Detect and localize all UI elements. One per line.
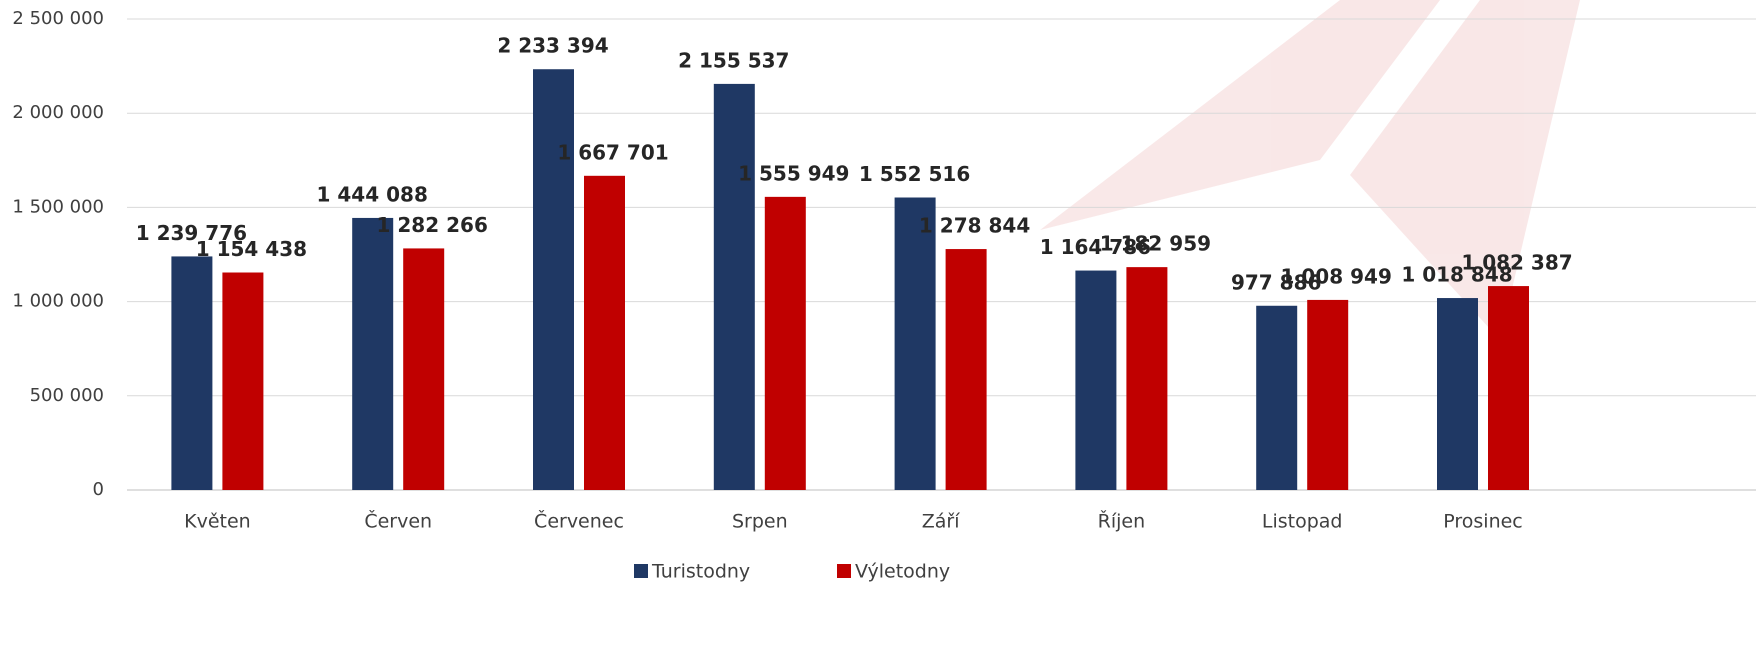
data-label: 1 444 088 (317, 182, 428, 206)
y-tick-label: 2 500 000 (12, 8, 104, 29)
data-label: 1 282 266 (377, 213, 488, 237)
bar (1307, 299, 1349, 490)
x-tick-label: Září (922, 511, 960, 533)
y-tick-label: 500 000 (30, 385, 104, 406)
data-label: 1 555 949 (738, 161, 849, 185)
bar (894, 197, 936, 490)
x-tick-label: Červenec (534, 509, 624, 533)
bar (533, 69, 574, 490)
bar (945, 249, 987, 490)
x-tick-label: Červen (364, 509, 432, 533)
legend-label: Výletodny (855, 561, 950, 583)
legend-swatch (634, 564, 648, 578)
bar (171, 256, 213, 490)
bar (403, 248, 445, 490)
x-tick-label: Srpen (732, 511, 788, 533)
y-tick-label: 1 000 000 (12, 291, 104, 312)
bar (1075, 270, 1117, 490)
bar (713, 83, 755, 491)
data-label: 977 886 (1231, 270, 1321, 294)
data-label: 1 008 949 (1281, 264, 1392, 288)
bar (1256, 305, 1298, 490)
bar (222, 272, 264, 490)
data-label: 1 082 387 (1461, 251, 1572, 275)
y-tick-label: 1 500 000 (12, 196, 104, 217)
decor-shape (1040, 0, 1440, 230)
bar (764, 196, 806, 491)
data-label: 1 278 844 (919, 214, 1030, 238)
bar (1437, 298, 1478, 490)
y-tick-label: 0 (93, 479, 104, 500)
data-label: 1 182 959 (1100, 232, 1211, 256)
x-tick-label: Prosinec (1443, 511, 1523, 533)
data-label: 1 667 701 (557, 140, 668, 164)
data-label: 1 239 776 (136, 221, 247, 245)
bar (584, 175, 625, 491)
legend-swatch (837, 564, 851, 578)
x-tick-label: Říjen (1098, 510, 1146, 533)
legend-label: Turistodny (651, 561, 750, 583)
x-tick-label: Listopad (1262, 511, 1343, 533)
bar (1488, 286, 1529, 490)
y-tick-label: 2 000 000 (12, 102, 104, 123)
background-decoration (1040, 0, 1580, 340)
bar (352, 217, 394, 490)
data-label: 1 552 516 (859, 162, 970, 186)
x-tick-label: Květen (184, 511, 251, 533)
decor-shape (1350, 0, 1580, 340)
data-label: 1 164 786 (1040, 235, 1151, 259)
data-label: 2 155 537 (678, 48, 789, 72)
data-label: 2 233 394 (497, 34, 608, 58)
data-label: 1 018 848 (1401, 263, 1512, 287)
bar (1126, 267, 1168, 490)
data-label: 1 154 438 (196, 237, 307, 261)
